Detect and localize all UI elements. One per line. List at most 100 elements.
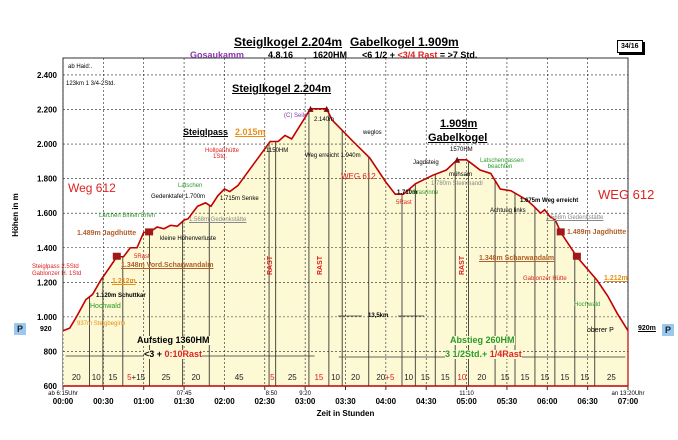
descent-summary: Abstieg 260HM <box>450 335 515 345</box>
y-tick-label: 600 <box>44 382 58 391</box>
note-1570hm: 1570HM <box>450 147 473 153</box>
hut-icon <box>112 252 121 260</box>
peak-label-gabelkogel: Gabelkogel <box>428 132 488 144</box>
note-hochwald-left: Hochwald <box>90 303 121 310</box>
segment-duration: 10 <box>404 373 413 382</box>
note-gedenkstaette-right: 1.568m Gedenkstätte <box>546 215 604 221</box>
note-schuttkar: 1.120m Schuttkar <box>96 293 146 299</box>
route-label-weg612-left: Weg 612 <box>68 181 116 195</box>
y-axis-title: Höhen in m <box>11 193 20 237</box>
x-tick-label: 05:30 <box>497 397 518 406</box>
note-hollpass: Hollpaßhütte 1Std. <box>205 148 240 160</box>
segment-duration: 10 <box>331 373 340 382</box>
note-latschen: Latschen <box>178 183 203 189</box>
peak-label-elevation-gabelkogel: 1.909m <box>440 118 478 130</box>
y-tick-label: 1.000 <box>37 313 58 322</box>
note-jagdsteig: Jagdsteig <box>413 160 439 166</box>
note-jagdhuette-right: 1.489m Jagdhütte <box>567 229 627 236</box>
date: 4.8.16 <box>268 50 294 60</box>
x-tick-label: 03:30 <box>335 397 356 406</box>
rest-marker-3: RAST <box>459 255 466 275</box>
descent-time: 3 1/2Std.+ 1/4Rast <box>445 350 522 359</box>
clock-time-label: an 13:20Uhr <box>611 391 644 397</box>
rest-marker-2: RAST <box>317 255 324 275</box>
x-tick-label: 06:00 <box>537 397 558 406</box>
y-tick-label: 800 <box>44 347 58 356</box>
summit-icon <box>307 105 314 112</box>
x-axis-title: Zeit in Stunden <box>317 409 375 418</box>
note-hoehenverluste: kleine Höhenverluste <box>160 236 217 242</box>
note-oberer-p: oberer P <box>587 327 614 334</box>
x-tick-label: 07:00 <box>618 397 639 406</box>
title-steiglkogel: Steiglkogel 2.204m <box>234 35 343 49</box>
route-label-weg612-right: WEG 612 <box>598 187 655 202</box>
segment-duration: 15 <box>521 373 530 382</box>
note-1212-right: 1.212m <box>604 275 628 282</box>
segment-duration: 15 <box>560 373 569 382</box>
end-elevation: 920m <box>638 325 656 332</box>
x-tick-label: 06:30 <box>577 397 598 406</box>
descent-walk-time: 3 1/2Std.+ <box>445 349 490 359</box>
segment-duration: 15 <box>314 373 323 382</box>
clock-time-label: 07:45 <box>177 391 193 397</box>
segment-duration: 25 <box>607 373 616 382</box>
segment-duration: 20 <box>191 373 200 382</box>
segment-duration: 15 <box>421 373 430 382</box>
segment-duration: 20 <box>477 373 486 382</box>
segment-duration: 20+5 <box>376 373 395 382</box>
segment-duration: 15 <box>108 373 117 382</box>
segment-duration: 15 <box>580 373 589 382</box>
note-gablonzer: Gablonzer Hütte <box>523 276 567 282</box>
segment-duration: 15 <box>441 373 450 382</box>
note-5rast-right: 5Rast <box>396 200 412 206</box>
profile-line <box>62 108 629 332</box>
y-tick-label: 1.200 <box>37 278 58 287</box>
segment-duration: 25 <box>288 373 297 382</box>
duration-rest: <3/4 Rast <box>397 50 438 60</box>
y-tick-label: 2.200 <box>37 106 58 115</box>
y-tick-label: 2.000 <box>37 140 58 149</box>
duration-total: = >7 Std. <box>439 50 478 60</box>
note-gedenktafel: Gedenktafel 1.700m <box>151 194 206 200</box>
segment-duration: 5 <box>270 373 275 382</box>
segment-duration: 10 <box>92 373 101 382</box>
note-jagdhuette-left: 1.489m Jagdhütte <box>77 230 137 237</box>
note-latschengassen: Latschengassen beachten <box>480 158 524 170</box>
note-weglos: weglos <box>363 130 382 136</box>
note-1150hm: 1150HM <box>266 148 289 154</box>
note-gedenkstaette-left: 1.568m Gedenkstätte <box>189 217 247 223</box>
note-muehsam: mühsam <box>449 172 473 178</box>
ascent-time: <3 + 0:10Rast <box>144 349 203 359</box>
ascent-walk-time: <3 + <box>144 349 165 359</box>
note-1710: 1.710m <box>397 190 418 196</box>
segment-duration: 25 <box>162 373 171 382</box>
note-steinmandl: 1.780m Steinmandl <box>431 181 483 187</box>
clock-time-label: ab 6:15Uhr <box>48 391 78 397</box>
summit-icon <box>454 156 461 163</box>
note-steigbeginn: 937m Steigbeginn <box>77 321 126 327</box>
x-tick-label: 02:00 <box>214 397 235 406</box>
descent-rest: 1/4Rast <box>489 349 522 359</box>
note-1212-left: 1.212m <box>112 278 136 285</box>
steiglpass-elevation: 2.015m <box>235 127 266 137</box>
note-grasrinne: Grasrinne <box>412 190 439 196</box>
note-hochwald-right: Hochwald <box>574 302 601 308</box>
clock-time-label: 8:50 <box>266 391 278 397</box>
note-seile: (C) Seile <box>284 113 308 119</box>
x-tick-label: 04:00 <box>376 397 397 406</box>
parking-icon-right: P <box>662 324 675 336</box>
segment-duration: 5+15 <box>127 373 146 382</box>
hut-icon <box>572 252 581 260</box>
segment-duration: 15 <box>501 373 510 382</box>
duration: <6 1/2 + <3/4 Rast = >7 Std. <box>362 51 477 60</box>
segment-duration: 15 <box>540 373 549 382</box>
clock-time-label: 11:10 <box>459 391 474 397</box>
distance-label: 13,5km <box>368 313 389 319</box>
duration-walk: <6 1/2 + <box>362 50 396 60</box>
x-tick-label: 02:30 <box>255 397 276 406</box>
y-tick-label: 2.400 <box>37 71 58 80</box>
note-senke: 1.715m Senke <box>220 196 259 202</box>
region: Gosaukamm <box>190 50 245 60</box>
note-scharwandalm-left: 1.348m Vord.Scharwandalm <box>121 262 214 269</box>
